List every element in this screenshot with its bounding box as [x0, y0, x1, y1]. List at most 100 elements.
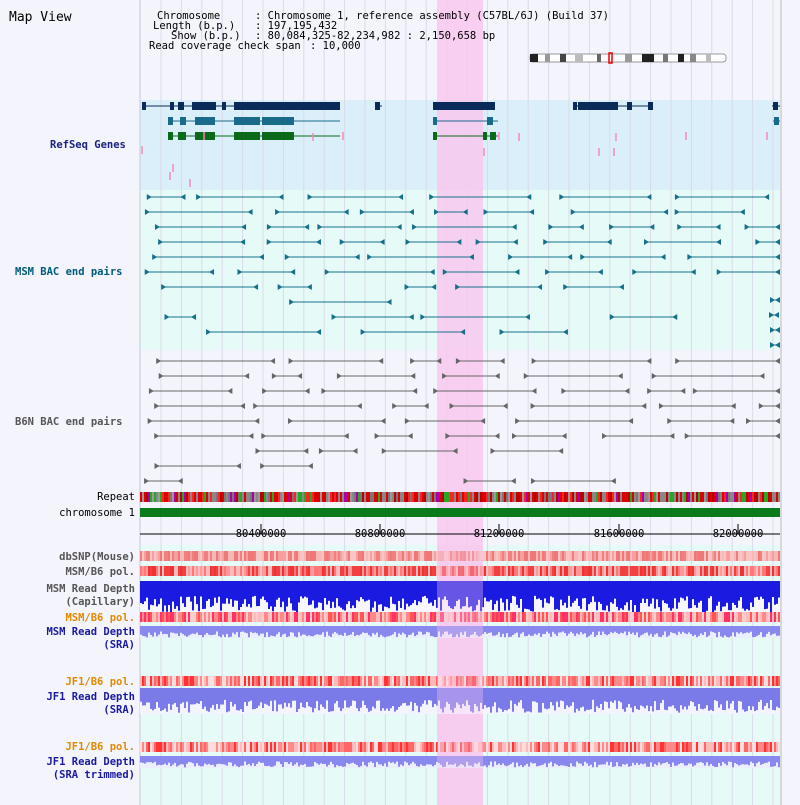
jf1-trimmed-depth-bar — [488, 756, 490, 766]
msm-b6-pol-cell — [478, 566, 480, 576]
jf1-trimmed-depth-bar — [420, 756, 422, 765]
dbsnp-cell — [592, 551, 594, 561]
repeat-segment — [588, 492, 590, 502]
jf1-b6-pol2-cell — [670, 742, 672, 752]
repeat-segment — [472, 492, 474, 502]
jf1-b6-pol-label-2[interactable]: JF1/B6 pol. — [65, 741, 135, 753]
msm-sra-depth-bar — [728, 626, 730, 638]
msm-read-depth-capillary-label[interactable]: MSM Read Depth — [46, 583, 135, 595]
jf1-sra-depth-bar — [326, 688, 328, 701]
jf1-b6-pol-cell — [176, 676, 178, 686]
jf1-b6-pol-label-1[interactable]: JF1/B6 pol. — [65, 676, 135, 688]
jf1-read-depth-trimmed-label[interactable]: JF1 Read Depth — [46, 756, 135, 768]
msm-sra-depth-bar — [570, 626, 572, 632]
msm-capillary-depth-bar — [750, 581, 752, 603]
jf1-sra-depth-bar — [234, 688, 236, 705]
jf1-sra-depth-bar — [422, 688, 424, 704]
repeat-segment — [198, 492, 200, 502]
jf1-trimmed-depth-bar — [492, 756, 494, 767]
msm-capillary-depth-bar — [282, 581, 284, 602]
msm-sra-depth-bar — [476, 626, 478, 636]
dbsnp-cell — [744, 551, 746, 561]
msm-b6-pol-cell — [270, 566, 272, 576]
msm-b6-pol2-cell — [478, 612, 480, 622]
msm-read-depth-sra-label[interactable]: MSM Read Depth — [46, 626, 135, 638]
repeat-segment — [712, 492, 714, 502]
msm-b6-pol-cell — [266, 566, 268, 576]
msm-sra-depth-bar — [148, 626, 150, 633]
jf1-sra-depth-bar — [232, 688, 234, 707]
repeat-segment — [314, 492, 316, 502]
msm-b6-pol-cell — [716, 566, 718, 576]
msm-sra-depth-bar — [676, 626, 678, 636]
msm-bac-end-marker — [674, 209, 680, 215]
msm-b6-pol-cell — [354, 566, 356, 576]
msm-sra-depth-bar — [228, 626, 230, 638]
repeat-segment — [254, 492, 256, 502]
dbsnp-cell — [644, 551, 646, 561]
msm-b6-pol2-cell — [480, 612, 482, 622]
msm-b6-pol-cell — [562, 566, 564, 576]
msm-bac-end-pairs-label[interactable]: MSM BAC end pairs — [15, 266, 123, 278]
msm-bac-end-marker — [764, 194, 770, 200]
msm-b6-pol-cell — [282, 566, 284, 576]
msm-b6-pol2-cell — [310, 612, 312, 622]
jf1-b6-pol2-cell — [618, 742, 620, 752]
msm-b6-pol2-cell — [758, 612, 760, 622]
msm-capillary-depth-bar — [714, 581, 716, 611]
jf1-trimmed-depth-bar — [156, 756, 158, 766]
repeat-segment — [390, 492, 392, 502]
repeat-segment — [206, 492, 208, 502]
jf1-sra-depth-bar — [508, 688, 510, 709]
jf1-b6-pol2-cell — [458, 742, 460, 752]
msm-b6-pol-cell — [520, 566, 522, 576]
jf1-sra-depth-bar — [662, 688, 664, 700]
msm-sra-depth-bar — [620, 626, 622, 633]
jf1-b6-pol-cell — [190, 676, 192, 686]
msm-sra-depth-bar — [140, 626, 142, 635]
dbsnp-label[interactable]: dbSNP(Mouse) — [59, 551, 135, 563]
msm-capillary-depth-bar — [734, 581, 736, 605]
msm-b6-pol2-cell — [262, 612, 264, 622]
repeat-label[interactable]: Repeat — [97, 491, 135, 503]
jf1-read-depth-sra-label[interactable]: JF1 Read Depth — [46, 691, 135, 703]
msm-bac-end-marker — [431, 284, 437, 290]
msm-sra-depth-bar — [758, 626, 760, 635]
jf1-sra-depth-bar — [278, 688, 280, 705]
jf1-b6-pol-cell — [630, 676, 632, 686]
msm-capillary-depth-bar — [600, 581, 602, 604]
jf1-sra-depth-bar — [610, 688, 612, 702]
jf1-sra-depth-bar — [652, 688, 654, 712]
jf1-trimmed-depth-bar — [436, 756, 438, 763]
jf1-b6-pol2-cell — [498, 742, 500, 752]
jf1-trimmed-depth-bar — [292, 756, 294, 766]
dbsnp-cell — [558, 551, 560, 561]
msm-b6-pol2-cell — [290, 612, 292, 622]
refseq-genes-label[interactable]: RefSeq Genes — [50, 139, 126, 151]
msm-capillary-depth-bar — [534, 581, 536, 596]
jf1-b6-pol2-cell — [768, 742, 770, 752]
b6n-bac-end-marker — [628, 418, 634, 424]
repeat-segment — [154, 492, 156, 502]
repeat-segment — [510, 492, 512, 502]
msm-sra-depth-bar — [650, 626, 652, 634]
msm-b6-pol2-cell — [706, 612, 708, 622]
dbsnp-cell — [710, 551, 712, 561]
jf1-b6-pol2-cell — [668, 742, 670, 752]
jf1-sra-depth-bar — [750, 688, 752, 711]
msm-capillary-depth-bar — [230, 581, 232, 600]
msm-b6-pol-cell — [218, 566, 220, 576]
jf1-b6-pol-cell — [238, 676, 240, 686]
jf1-trimmed-depth-bar — [648, 756, 650, 767]
msm-b6-pol-label-2[interactable]: MSM/B6 pol. — [65, 612, 135, 624]
b6n-bac-end-marker — [378, 358, 384, 364]
msm-sra-depth-bar — [530, 626, 532, 636]
msm-capillary-depth-bar — [584, 581, 586, 599]
jf1-b6-pol-cell — [424, 676, 426, 686]
msm-capillary-depth-bar — [596, 581, 598, 611]
dbsnp-cell — [350, 551, 352, 561]
b6n-bac-end-pairs-label[interactable]: B6N BAC end pairs — [15, 416, 123, 428]
msm-b6-pol-label-1[interactable]: MSM/B6 pol. — [65, 566, 135, 578]
